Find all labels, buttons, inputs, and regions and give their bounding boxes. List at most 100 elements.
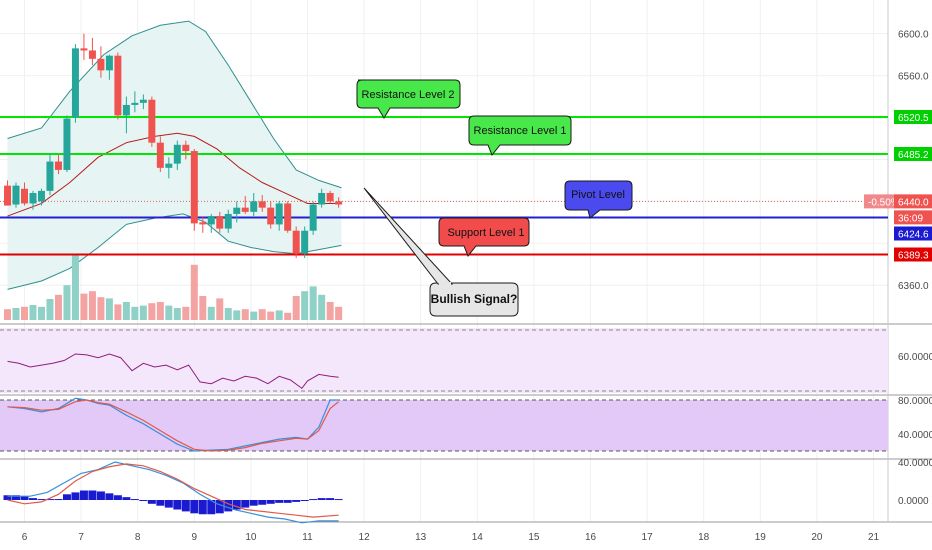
candle-body bbox=[199, 222, 207, 225]
rsi-line bbox=[7, 353, 339, 390]
change-percent-tag-bg bbox=[864, 194, 894, 209]
resistance-1-label: Resistance Level 1 bbox=[474, 125, 567, 137]
price-tick-label: 6600.0 bbox=[898, 30, 929, 41]
volume-bar bbox=[131, 306, 139, 320]
candle-body bbox=[284, 203, 292, 231]
date-tick-label: 6 bbox=[22, 532, 28, 543]
candle-body bbox=[63, 118, 71, 170]
macd-histogram-bar bbox=[198, 500, 207, 515]
candle-body bbox=[156, 142, 164, 168]
candle-body bbox=[88, 50, 96, 59]
macd-histogram-bar bbox=[45, 499, 54, 501]
volume-bar bbox=[148, 303, 156, 320]
candle-body bbox=[216, 216, 224, 229]
candle-body bbox=[335, 201, 343, 205]
macd-histogram-bar bbox=[96, 491, 105, 500]
macd-histogram-bar bbox=[12, 495, 21, 500]
candle-body bbox=[258, 201, 266, 208]
bullish-signal-label: Bullish Signal? bbox=[431, 292, 518, 306]
macd-histogram-bar bbox=[71, 492, 80, 500]
candle-body bbox=[224, 213, 232, 229]
candle-body bbox=[233, 207, 241, 214]
candle-body bbox=[267, 207, 275, 225]
pivot-bubble[interactable] bbox=[564, 180, 633, 219]
macd-histogram-bar bbox=[224, 500, 233, 512]
last-price-tag-bg bbox=[894, 194, 932, 209]
volume-bar bbox=[80, 293, 88, 320]
volume-bar bbox=[335, 306, 343, 320]
volume-bar bbox=[173, 308, 181, 320]
macd-histogram-bar bbox=[79, 490, 88, 500]
macd-histogram-bar bbox=[156, 500, 165, 506]
date-tick-label: 11 bbox=[302, 532, 313, 543]
candle-body bbox=[148, 99, 156, 143]
candle-body bbox=[309, 204, 317, 231]
resistance-1-price-tag-bg bbox=[894, 146, 932, 161]
support-price-tag: 6389.3 bbox=[894, 247, 932, 262]
volume-bar bbox=[71, 254, 79, 320]
bullish-signal-callout[interactable] bbox=[429, 282, 519, 317]
volume-bar bbox=[4, 309, 12, 320]
macd-histogram-bar bbox=[326, 498, 335, 500]
support-price-tag-text: 6389.3 bbox=[898, 251, 929, 262]
candle-body bbox=[241, 207, 249, 212]
macd-histogram-bar bbox=[3, 495, 12, 500]
volume-bar bbox=[63, 285, 71, 320]
candle-body bbox=[207, 216, 215, 225]
candle-body bbox=[12, 185, 20, 205]
countdown-tag: 36:09 bbox=[894, 210, 932, 225]
macd-histogram-bar bbox=[62, 494, 71, 500]
macd-histogram-bar bbox=[20, 496, 29, 500]
macd-histogram-bar bbox=[37, 499, 46, 501]
macd-histogram-bar bbox=[334, 499, 343, 501]
macd-histogram-bar bbox=[283, 500, 292, 503]
candle-body bbox=[54, 161, 62, 170]
macd-line bbox=[7, 461, 339, 524]
macd-pane bbox=[3, 461, 343, 524]
volume-bar bbox=[216, 298, 224, 320]
macd-histogram-bar bbox=[232, 500, 241, 510]
macd-histogram-bar bbox=[147, 500, 156, 504]
support-1-bubble[interactable] bbox=[438, 217, 530, 257]
pivot-label: Pivot Level bbox=[571, 189, 625, 201]
macd-signal-line bbox=[7, 463, 339, 518]
candle-body bbox=[292, 230, 300, 254]
pivot-price-tag-text: 6424.6 bbox=[898, 230, 929, 241]
volume-bar bbox=[156, 302, 164, 320]
resistance-2-price-tag-text: 6520.5 bbox=[898, 113, 929, 124]
resistance-1-bubble[interactable] bbox=[468, 115, 572, 156]
volume-bar bbox=[199, 296, 207, 320]
volume-bar bbox=[165, 305, 173, 320]
volume-bar bbox=[250, 311, 258, 320]
volume-bar bbox=[114, 304, 122, 320]
macd-histogram-bar bbox=[130, 499, 139, 501]
resistance-2-bubble[interactable] bbox=[356, 79, 461, 119]
volume-bar bbox=[233, 310, 241, 320]
countdown-tag-bg bbox=[894, 210, 932, 225]
pivot-price-tag-bg bbox=[894, 226, 932, 241]
resistance-2-label: Resistance Level 2 bbox=[362, 89, 455, 101]
macd-histogram-bar bbox=[54, 499, 63, 501]
candle-body bbox=[4, 185, 12, 206]
date-tick-label: 18 bbox=[698, 532, 710, 543]
last-price-tag: 6440.0 bbox=[894, 194, 932, 209]
stochastic-d-line bbox=[7, 399, 340, 452]
stochastic-band bbox=[0, 400, 888, 451]
rsi-pane bbox=[0, 328, 888, 393]
date-tick-label: 12 bbox=[359, 532, 371, 543]
macd-histogram-bar bbox=[173, 500, 182, 510]
macd-histogram-bar bbox=[122, 497, 131, 500]
candle-body bbox=[29, 192, 37, 204]
date-tick-label: 7 bbox=[78, 532, 84, 543]
candle-body bbox=[46, 161, 54, 191]
candle-body bbox=[37, 190, 45, 202]
resistance-1-price-tag: 6485.2 bbox=[894, 146, 932, 161]
resistance-1-price-tag-text: 6485.2 bbox=[898, 150, 929, 161]
candle-body bbox=[301, 230, 309, 254]
macd-histogram-bar bbox=[249, 500, 258, 506]
macd-histogram-bar bbox=[113, 495, 122, 500]
stochastic-tick-label: 40.0000 bbox=[898, 430, 932, 441]
macd-histogram-bar bbox=[266, 500, 275, 504]
candle-body bbox=[97, 58, 105, 71]
